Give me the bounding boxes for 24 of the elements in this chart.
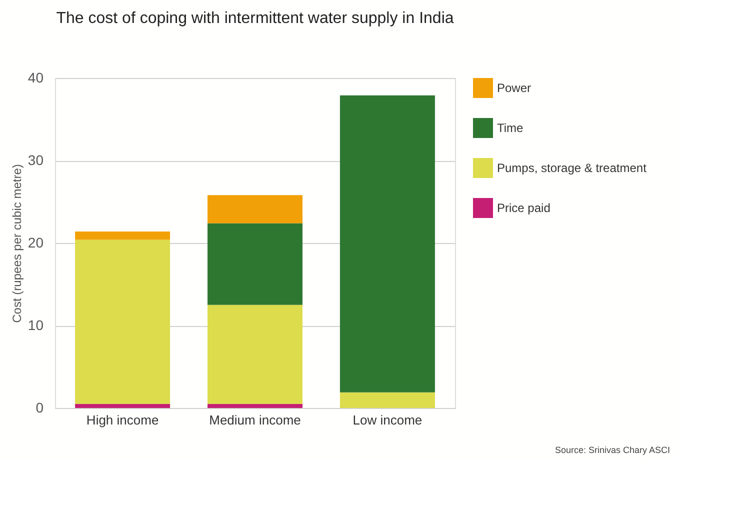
bar: [340, 95, 435, 392]
y-axis-title: Cost (rupees per cubic metre): [10, 164, 24, 323]
y-tick-label: 20: [28, 234, 44, 250]
bar: [75, 231, 170, 240]
legend-label: Time: [497, 121, 524, 135]
y-tick-label: 10: [28, 317, 44, 333]
legend-label: Pumps, storage & treatment: [497, 161, 648, 175]
bar: [75, 240, 170, 404]
source-note: Source: Srinivas Chary ASCI: [554, 445, 670, 455]
x-tick-label: Medium income: [209, 412, 301, 428]
bar: [208, 304, 302, 404]
legend-label: Price paid: [497, 201, 550, 215]
bar: [208, 404, 302, 408]
bar: [208, 195, 302, 224]
x-tick-label: Low income: [352, 412, 422, 428]
y-tick-label: 30: [28, 152, 44, 168]
y-tick-label: 40: [28, 70, 44, 86]
bar: [208, 223, 302, 305]
bar: [340, 392, 435, 408]
x-tick-label: High income: [86, 412, 159, 428]
chart-title: The cost of coping with intermittent water supply in India: [56, 10, 454, 27]
bar: [75, 404, 170, 408]
y-tick-label: 0: [36, 400, 44, 416]
legend-label: Power: [497, 81, 532, 95]
